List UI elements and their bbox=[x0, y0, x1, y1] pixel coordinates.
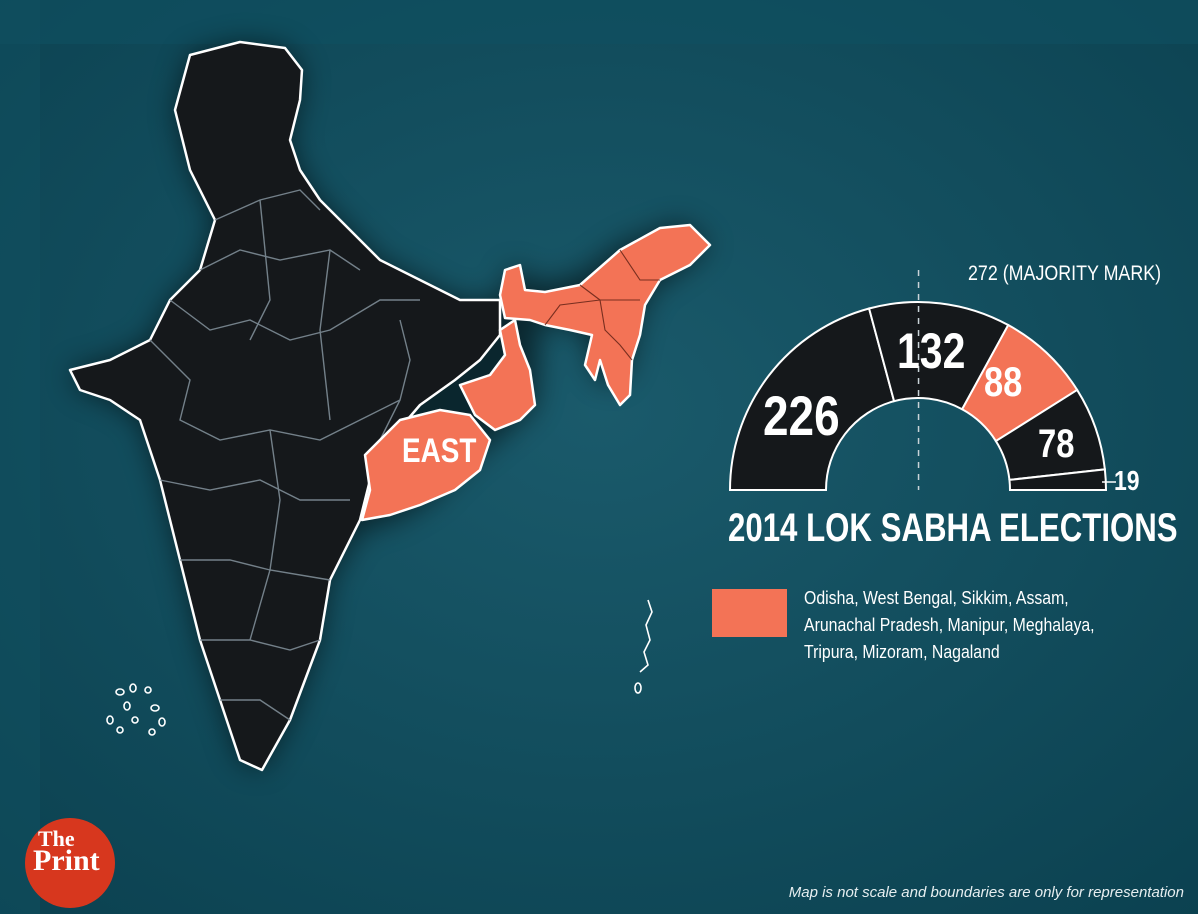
seat-chart bbox=[728, 270, 1116, 491]
legend-text: Odisha, West Bengal, Sikkim, Assam, Arun… bbox=[804, 585, 1138, 666]
seat-segment bbox=[728, 307, 896, 491]
seat-value-label: 132 bbox=[897, 323, 966, 379]
logo-text-the: The bbox=[38, 826, 75, 851]
northeast-shape bbox=[498, 223, 712, 407]
seat-value-label: 226 bbox=[763, 384, 840, 447]
seat-value-label: 88 bbox=[984, 358, 1023, 405]
odisha-shape bbox=[360, 408, 492, 522]
seat-segment bbox=[1008, 468, 1108, 491]
seat-value-label: 19 bbox=[1114, 465, 1140, 496]
region-label-east: EAST bbox=[402, 432, 477, 470]
legend-line: Odisha, West Bengal, Sikkim, Assam, bbox=[804, 588, 1069, 608]
logo-text-print: Print bbox=[33, 844, 100, 877]
west-bengal-shape bbox=[458, 318, 537, 432]
legend-line: Arunachal Pradesh, Manipur, Meghalaya, bbox=[804, 615, 1095, 635]
majority-mark-label: 272 (MAJORITY MARK) bbox=[968, 262, 1162, 285]
legend-line: Tripura, Mizoram, Nagaland bbox=[804, 642, 1000, 662]
theprint-logo bbox=[25, 818, 115, 908]
map-disclaimer: Map is not scale and boundaries are only… bbox=[788, 884, 1184, 901]
legend-swatch bbox=[712, 589, 787, 637]
seat-value-label: 78 bbox=[1038, 422, 1075, 466]
chart-title: 2014 LOK SABHA ELECTIONS bbox=[728, 506, 1178, 550]
